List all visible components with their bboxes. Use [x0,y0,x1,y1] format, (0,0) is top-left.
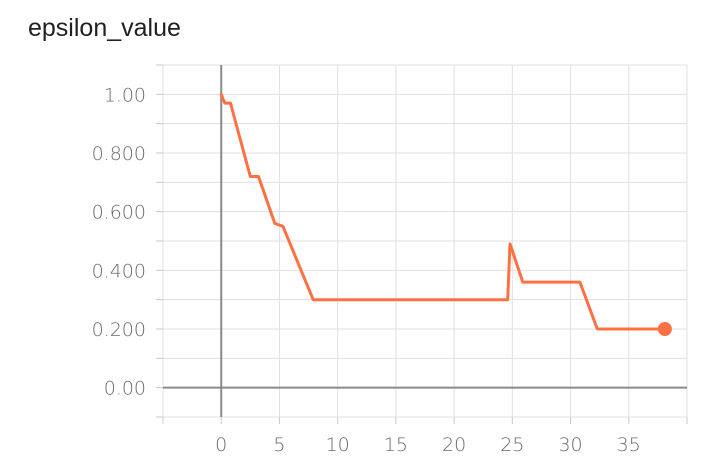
y-tick-label: 0.00 [104,378,146,400]
x-tick-label: 35 [617,434,641,456]
series-lines [219,92,672,336]
x-tick-label: 5 [273,434,285,456]
y-tick-labels: 0.00 0.200 0.400 0.600 0.800 1.00 [92,84,146,399]
chart-title: epsilon_value [28,14,181,42]
x-tick-label: 0 [215,434,227,456]
axes [163,65,687,417]
x-tick-labels: 0 5 10 15 20 25 30 35 [215,434,641,456]
x-tick-label: 30 [558,434,582,456]
x-tick-label: 25 [500,434,524,456]
x-tick-label: 20 [442,434,466,456]
y-tick-label: 0.200 [92,319,146,341]
x-tick-label: 10 [326,434,350,456]
y-tick-label: 1.00 [104,84,146,106]
x-tick-label: 15 [384,434,408,456]
y-tick-label: 0.400 [92,260,146,282]
series-line [219,92,667,331]
y-tick-label: 0.800 [92,143,146,165]
last-point-marker [657,322,672,336]
grid [156,64,688,424]
y-tick-label: 0.600 [92,202,146,224]
